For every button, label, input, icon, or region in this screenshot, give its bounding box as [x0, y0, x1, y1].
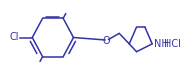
Text: HCl: HCl: [164, 39, 181, 49]
Text: Cl: Cl: [9, 32, 19, 43]
Text: NH: NH: [154, 39, 168, 49]
Text: O: O: [103, 36, 110, 46]
